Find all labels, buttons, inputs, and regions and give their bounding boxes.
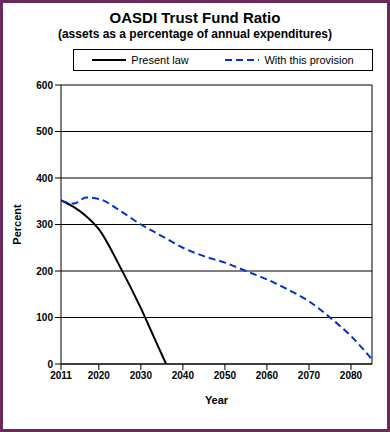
- svg-text:2080: 2080: [340, 370, 363, 381]
- svg-text:0: 0: [47, 359, 53, 370]
- svg-text:400: 400: [36, 173, 53, 184]
- svg-text:2020: 2020: [88, 370, 111, 381]
- html-text:OASDI Trust Fund Ratio: OASDI Trust Fund Ratio: [109, 9, 281, 26]
- svg-text:500: 500: [36, 126, 53, 137]
- svg-text:100: 100: [36, 312, 53, 323]
- svg-text:Year: Year: [205, 394, 229, 406]
- html-text:Present law: Present law: [131, 54, 189, 66]
- svg-text:Percent: Percent: [11, 204, 23, 245]
- svg-text:600: 600: [36, 80, 53, 91]
- svg-text:2040: 2040: [172, 370, 195, 381]
- html-text:(assets as a percentage of ann: (assets as a percentage of annual expend…: [57, 27, 332, 41]
- svg-text:2070: 2070: [298, 370, 321, 381]
- svg-text:2011: 2011: [50, 370, 72, 381]
- svg-text:200: 200: [36, 266, 53, 277]
- svg-text:2060: 2060: [256, 370, 279, 381]
- html-text:With this provision: With this provision: [264, 54, 354, 66]
- svg-text:2050: 2050: [214, 370, 237, 381]
- svg-text:300: 300: [36, 219, 53, 230]
- svg-text:2030: 2030: [130, 370, 153, 381]
